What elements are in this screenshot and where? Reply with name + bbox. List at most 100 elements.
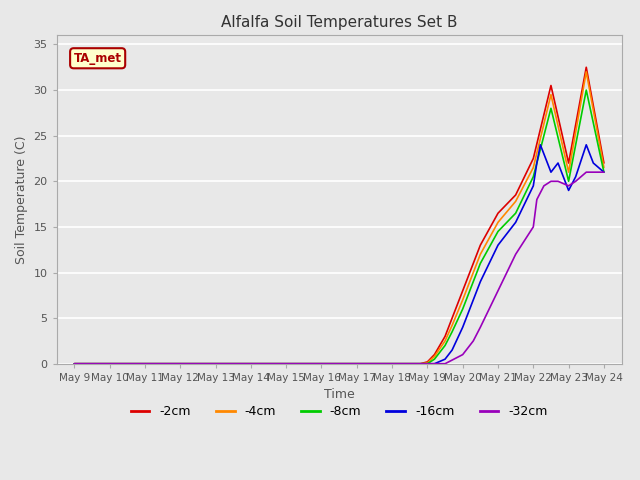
-32cm xyxy=(371,361,378,367)
-2cm xyxy=(417,361,424,367)
-4cm xyxy=(424,360,431,366)
-8cm xyxy=(600,169,608,175)
-32cm xyxy=(441,361,449,367)
-2cm xyxy=(424,359,431,365)
-16cm xyxy=(572,174,579,180)
-2cm xyxy=(448,315,456,321)
-32cm xyxy=(265,361,273,367)
-16cm xyxy=(247,361,255,367)
Line: -8cm: -8cm xyxy=(74,90,604,364)
-4cm xyxy=(512,198,520,204)
-32cm xyxy=(547,179,555,184)
-16cm xyxy=(141,361,149,367)
-16cm xyxy=(536,142,544,148)
-16cm xyxy=(477,279,484,285)
-2cm xyxy=(547,83,555,88)
-16cm xyxy=(353,361,360,367)
-16cm xyxy=(540,151,548,157)
-2cm xyxy=(177,361,184,367)
-32cm xyxy=(247,361,255,367)
-32cm xyxy=(600,169,608,175)
-2cm xyxy=(459,288,467,294)
Line: -16cm: -16cm xyxy=(74,145,604,364)
-32cm xyxy=(494,288,502,294)
-4cm xyxy=(582,69,590,75)
-4cm xyxy=(448,323,456,328)
-4cm xyxy=(70,361,78,367)
-32cm xyxy=(106,361,113,367)
-8cm xyxy=(229,361,237,367)
-32cm xyxy=(282,361,290,367)
-32cm xyxy=(70,361,78,367)
-2cm xyxy=(282,361,290,367)
-16cm xyxy=(300,361,308,367)
-8cm xyxy=(300,361,308,367)
-32cm xyxy=(459,352,467,358)
-16cm xyxy=(371,361,378,367)
-2cm xyxy=(317,361,325,367)
-2cm xyxy=(247,361,255,367)
-2cm xyxy=(70,361,78,367)
Text: TA_met: TA_met xyxy=(74,52,122,65)
-2cm xyxy=(141,361,149,367)
-8cm xyxy=(282,361,290,367)
-8cm xyxy=(70,361,78,367)
-4cm xyxy=(141,361,149,367)
-4cm xyxy=(177,361,184,367)
-8cm xyxy=(353,361,360,367)
-32cm xyxy=(540,183,548,189)
-4cm xyxy=(470,270,477,276)
-16cm xyxy=(106,361,113,367)
-32cm xyxy=(177,361,184,367)
-32cm xyxy=(424,361,431,367)
-32cm xyxy=(388,361,396,367)
-2cm xyxy=(371,361,378,367)
-8cm xyxy=(106,361,113,367)
-16cm xyxy=(512,219,520,225)
-8cm xyxy=(529,174,537,180)
-2cm xyxy=(477,242,484,248)
-8cm xyxy=(547,106,555,111)
-16cm xyxy=(582,142,590,148)
-16cm xyxy=(533,160,541,166)
-16cm xyxy=(177,361,184,367)
-2cm xyxy=(388,361,396,367)
-8cm xyxy=(494,228,502,234)
-16cm xyxy=(554,160,562,166)
-32cm xyxy=(229,361,237,367)
-8cm xyxy=(265,361,273,367)
-2cm xyxy=(431,352,438,358)
-16cm xyxy=(335,361,343,367)
-32cm xyxy=(582,169,590,175)
-8cm xyxy=(177,361,184,367)
-4cm xyxy=(265,361,273,367)
-32cm xyxy=(300,361,308,367)
-16cm xyxy=(417,361,424,367)
-16cm xyxy=(441,356,449,362)
-16cm xyxy=(589,160,597,166)
-16cm xyxy=(494,242,502,248)
Line: -2cm: -2cm xyxy=(74,67,604,364)
-2cm xyxy=(494,210,502,216)
-2cm xyxy=(441,334,449,339)
-16cm xyxy=(459,324,467,330)
-16cm xyxy=(229,361,237,367)
-16cm xyxy=(406,361,413,367)
-32cm xyxy=(335,361,343,367)
-8cm xyxy=(431,356,438,362)
-8cm xyxy=(417,361,424,367)
-4cm xyxy=(417,361,424,367)
-4cm xyxy=(547,92,555,97)
-32cm xyxy=(353,361,360,367)
-2cm xyxy=(229,361,237,367)
-8cm xyxy=(388,361,396,367)
-4cm xyxy=(431,354,438,360)
-16cm xyxy=(424,361,431,367)
-8cm xyxy=(317,361,325,367)
-8cm xyxy=(470,279,477,285)
-4cm xyxy=(371,361,378,367)
-4cm xyxy=(441,338,449,344)
-8cm xyxy=(212,361,220,367)
-32cm xyxy=(572,179,579,184)
-2cm xyxy=(564,160,572,166)
